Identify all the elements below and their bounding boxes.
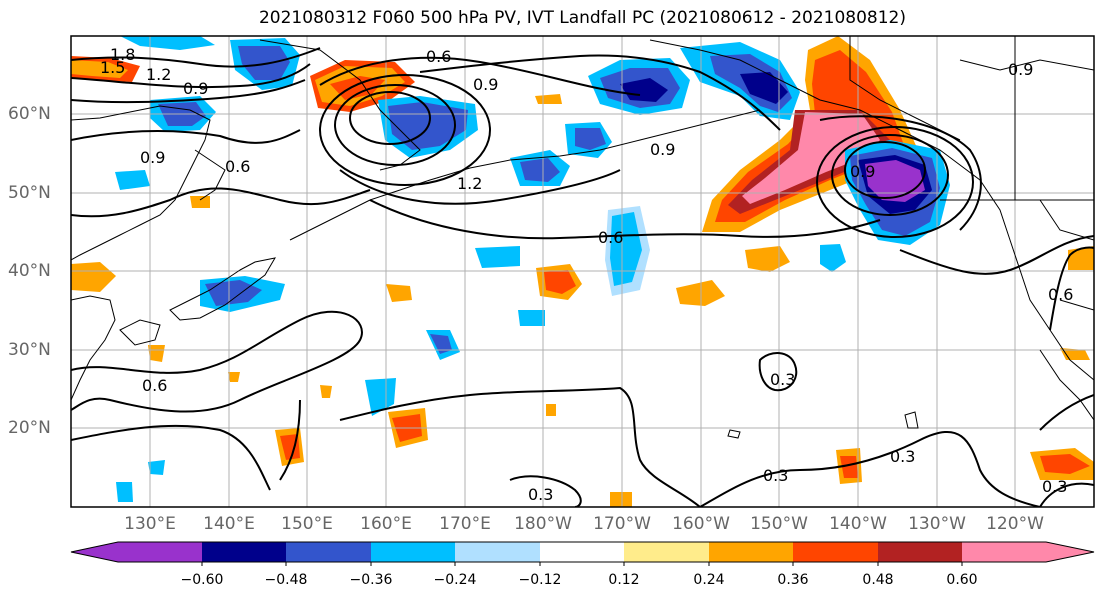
colorbar-outline (70, 541, 1095, 563)
lon-label-170w: 170°W (593, 514, 651, 534)
gridlines (71, 36, 1094, 507)
lon-label-140e: 140°E (203, 514, 255, 534)
colorbar-segment (962, 542, 1046, 562)
colorbar (70, 541, 1095, 566)
lon-label-160w: 160°W (672, 514, 730, 534)
contour-label: 0.6 (598, 228, 623, 247)
plot-frame (70, 35, 1095, 508)
lat-label-50n: 50°N (8, 183, 51, 203)
lat-label-30n: 30°N (8, 340, 51, 360)
contour-label: 0.9 (850, 162, 875, 181)
contour-label: 0.9 (1008, 60, 1033, 79)
contour-label: 1.2 (146, 65, 171, 84)
colorbar-tick-label: −0.24 (433, 572, 477, 588)
lon-label-170e: 170°E (439, 514, 491, 534)
contour-label: 1.2 (457, 174, 482, 193)
colorbar-segment (286, 542, 371, 562)
lon-label-140w: 140°W (829, 514, 887, 534)
contour-label: 0.3 (763, 466, 788, 485)
lon-label-150w: 150°W (750, 514, 808, 534)
colorbar-segment (455, 542, 540, 562)
contour-label: 0.3 (890, 447, 915, 466)
coastlines (71, 36, 1094, 439)
colorbar-tick-label: −0.60 (180, 572, 224, 588)
lat-label-60n: 60°N (8, 104, 51, 124)
colorbar-tick-label: 0.60 (946, 572, 978, 588)
colorbar-segment (202, 542, 286, 562)
colorbar-segment (1046, 542, 1094, 562)
colorbar-segment (118, 542, 202, 562)
contour-label: 0.9 (183, 79, 208, 98)
lon-label-130w: 130°W (908, 514, 966, 534)
contour-label: 0.9 (140, 148, 165, 167)
colorbar-tick-label: 0.12 (608, 572, 640, 588)
contour-label: 0.6 (225, 157, 250, 176)
contour-label: 0.3 (528, 485, 553, 504)
contour-label: 0.3 (770, 370, 795, 389)
lon-label-130e: 130°E (124, 514, 176, 534)
lat-label-40n: 40°N (8, 261, 51, 281)
lon-label-150e: 150°E (281, 514, 333, 534)
lon-label-160e: 160°E (360, 514, 412, 534)
colorbar-segment (540, 542, 624, 562)
contour-label: 0.6 (426, 47, 451, 66)
pv-contours (71, 47, 1094, 507)
colorbar-tick-label: 0.48 (862, 572, 894, 588)
colorbar-tick-label: −0.36 (349, 572, 393, 588)
lon-label-120w: 120°W (986, 514, 1044, 534)
colorbar-segment (709, 542, 793, 562)
colorbar-segment (71, 542, 118, 562)
contour-label: 0.6 (142, 376, 167, 395)
contour-label: 0.6 (1048, 285, 1073, 304)
colorbar-tick-label: 0.36 (777, 572, 809, 588)
colorbar-tick-label: −0.48 (264, 572, 308, 588)
contour-label: 1.8 (110, 45, 135, 64)
contour-labels: 1.8 1.5 1.2 0.9 0.6 0.9 1.2 0.9 0.6 0.9 … (100, 45, 1073, 504)
contour-label: 0.9 (473, 75, 498, 94)
colorbar-segment (793, 542, 878, 562)
map-title: 2021080312 F060 500 hPa PV, IVT Landfall… (258, 8, 906, 28)
contour-label: 0.9 (650, 140, 675, 159)
colorbar-segment (624, 542, 709, 562)
colorbar-segment (878, 542, 962, 562)
colorbar-segment (371, 542, 455, 562)
contour-label: 1.5 (100, 58, 125, 77)
lon-label-180w: 180°W (514, 514, 572, 534)
colorbar-tick-label: 0.24 (693, 572, 725, 588)
colorbar-tick-label: −0.12 (518, 572, 562, 588)
contour-label: 0.3 (1042, 477, 1067, 496)
lat-label-20n: 20°N (8, 418, 51, 438)
